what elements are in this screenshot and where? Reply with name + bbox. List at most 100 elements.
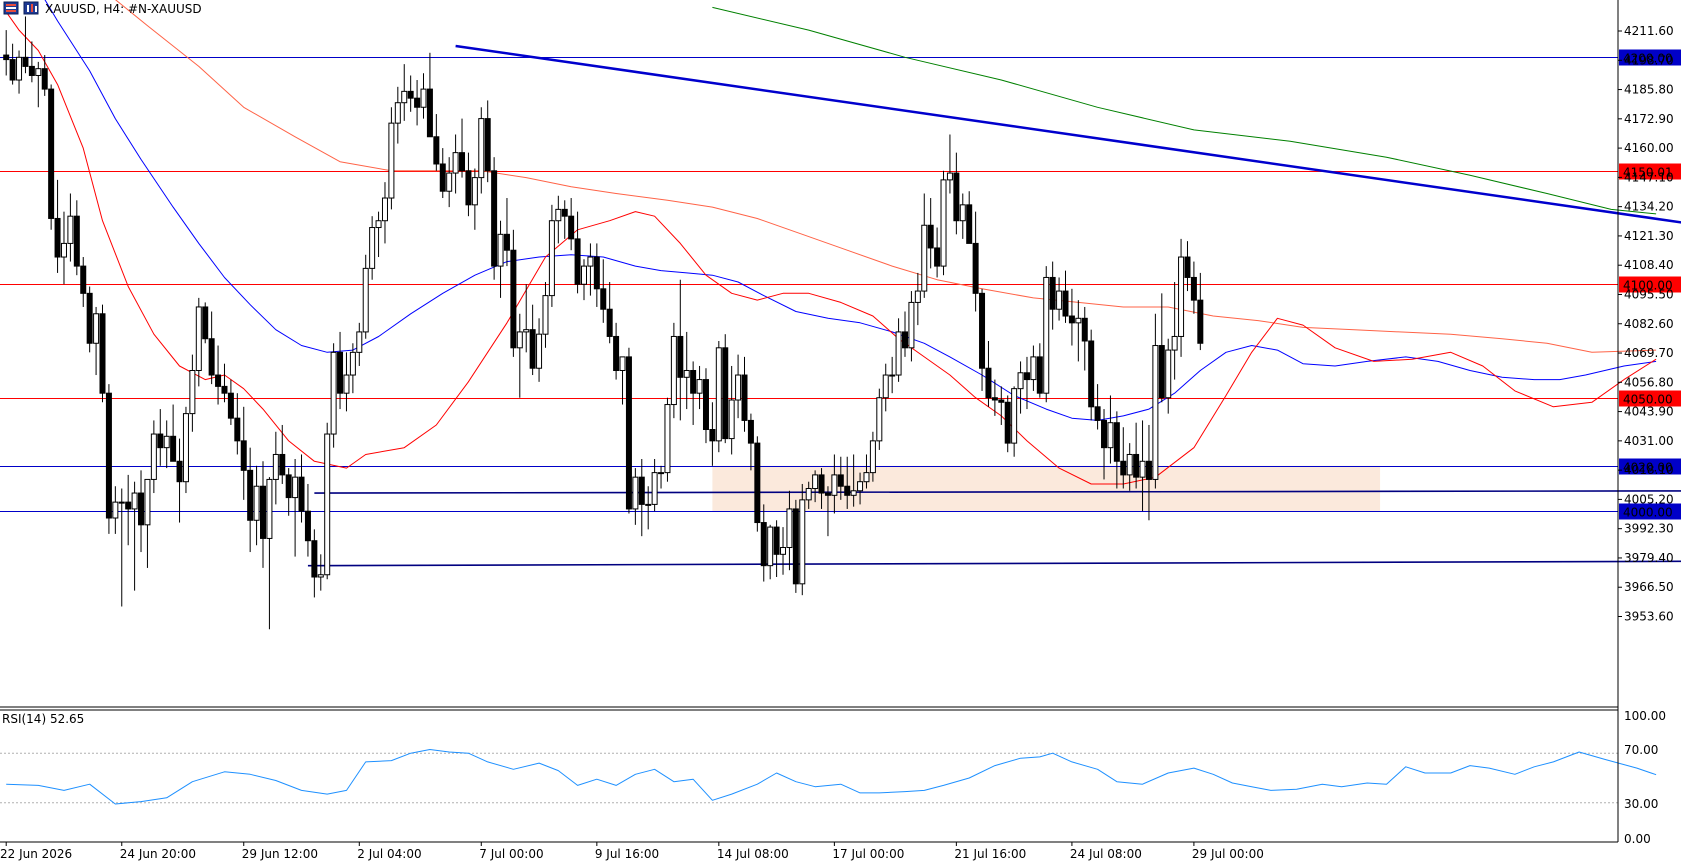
candle-body — [581, 265, 587, 285]
candle-body — [966, 204, 973, 244]
price-tick-label: 4121.30 — [1624, 229, 1674, 243]
trendlines-layer[interactable] — [307, 44, 1681, 567]
candle-body — [844, 485, 851, 496]
price-level-label: 4100.00 — [1623, 279, 1673, 293]
trendline[interactable] — [314, 490, 1681, 494]
candle — [337, 331, 344, 410]
candle — [48, 84, 55, 230]
candle-body — [407, 90, 414, 99]
candle — [163, 420, 170, 469]
chart-type-icon[interactable] — [23, 1, 39, 15]
candle — [195, 297, 202, 387]
candle — [16, 50, 23, 94]
candle-body — [1171, 335, 1178, 351]
candle-body — [189, 369, 196, 415]
price-tick-label: 4185.80 — [1624, 83, 1674, 97]
candle — [953, 152, 960, 235]
candle — [664, 397, 671, 482]
candle — [914, 272, 921, 326]
time-tick-label: 7 Jul 00:00 — [479, 847, 543, 861]
candle — [536, 318, 543, 382]
candle — [966, 191, 973, 244]
candle-body — [234, 417, 241, 442]
candle-body — [946, 172, 953, 181]
candle — [523, 284, 530, 353]
candle-body — [722, 347, 729, 440]
price-tick-label: 4172.90 — [1624, 112, 1674, 126]
price-tick-label: 4160.00 — [1624, 141, 1674, 155]
candle — [272, 431, 279, 505]
candle-body — [93, 313, 100, 344]
candle — [356, 322, 363, 366]
price-level-tag — [1619, 49, 1681, 66]
candle-body — [1120, 460, 1127, 476]
candle-body — [221, 385, 228, 394]
candle-body — [542, 295, 549, 335]
candle — [548, 204, 555, 307]
candle — [593, 243, 600, 307]
candle-body — [208, 338, 215, 376]
price-level-tag — [1619, 390, 1681, 407]
candle-body — [645, 503, 652, 506]
candle — [22, 16, 29, 74]
rsi-level-100: 100.00 — [1624, 709, 1666, 723]
candle — [1158, 293, 1165, 403]
candle — [921, 193, 928, 298]
trendline[interactable] — [307, 560, 1681, 567]
price-tick-label: 4211.60 — [1624, 24, 1674, 38]
candle-body — [1023, 372, 1030, 381]
trendline[interactable] — [455, 44, 1681, 225]
time-tick-label: 21 Jul 16:00 — [954, 847, 1026, 861]
price-tick-label: 4043.90 — [1624, 405, 1674, 419]
candle — [709, 402, 716, 466]
candle-body — [41, 68, 48, 90]
candle — [702, 368, 709, 444]
candle-body — [696, 379, 703, 394]
candle-body — [144, 478, 151, 526]
candle-body — [523, 329, 530, 333]
horizontal-levels-layer[interactable]: 4200.00 4150.01 4100.00 4050.00 4020.00 4000.… — [0, 49, 1681, 520]
candle-body — [471, 177, 478, 206]
candle — [632, 468, 639, 525]
candle — [850, 454, 857, 507]
candle-body — [619, 356, 626, 371]
candle-body — [99, 313, 106, 394]
candle — [1036, 343, 1043, 398]
candle — [818, 468, 825, 509]
candle-body — [362, 267, 369, 333]
candle-body — [195, 306, 202, 371]
candle-body — [478, 118, 485, 179]
candle — [555, 195, 562, 244]
candle — [1171, 281, 1178, 380]
candle — [1068, 288, 1075, 346]
candle — [131, 481, 138, 591]
candle — [1184, 241, 1191, 292]
candle-body — [568, 215, 575, 240]
candle-body — [176, 460, 183, 483]
candle — [446, 157, 453, 208]
candle-body — [683, 369, 690, 378]
candle-body — [1145, 460, 1152, 480]
candle — [381, 182, 388, 244]
chart-window-icon[interactable] — [3, 1, 19, 15]
candle — [683, 331, 690, 410]
candle — [792, 499, 799, 593]
candle — [247, 447, 254, 553]
candle-body — [118, 501, 125, 504]
candle — [503, 198, 510, 267]
candle — [459, 118, 466, 178]
candle-body — [600, 288, 607, 310]
candle — [1056, 277, 1063, 321]
candle-body — [1049, 276, 1056, 310]
candle — [638, 459, 645, 537]
candle-body — [35, 68, 42, 76]
candle — [1178, 238, 1185, 357]
candle — [240, 406, 247, 500]
candle — [362, 254, 369, 339]
candle-body — [754, 442, 761, 524]
candle-body — [240, 440, 247, 471]
candle-body — [914, 290, 921, 303]
candle-body — [799, 499, 806, 585]
candle — [568, 198, 575, 251]
